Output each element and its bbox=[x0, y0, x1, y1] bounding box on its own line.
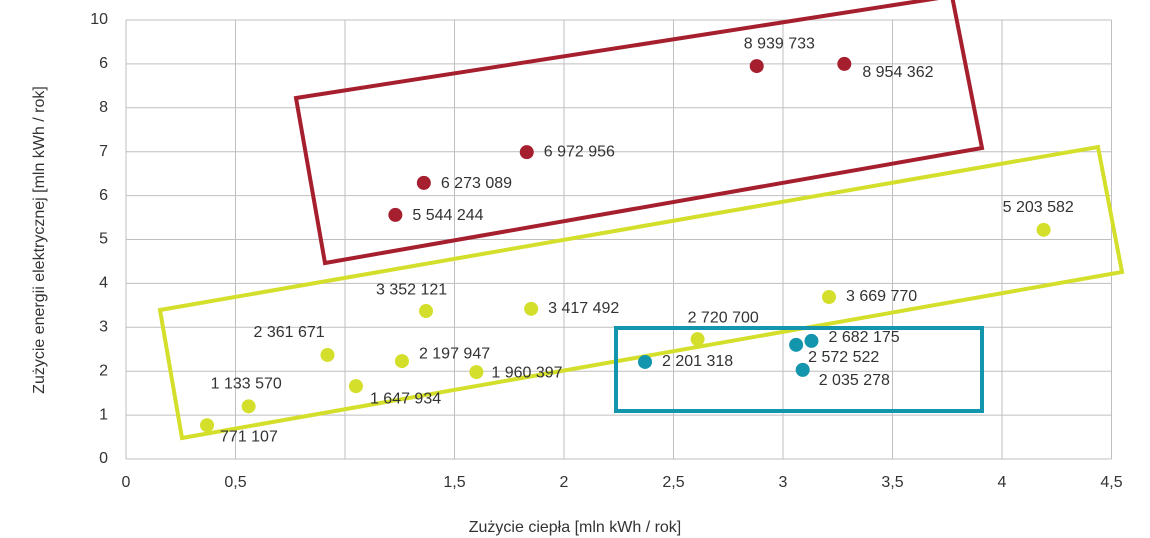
y-tick-label: 7 bbox=[99, 143, 108, 160]
point bbox=[200, 418, 215, 433]
y-tick-label: 10 bbox=[90, 11, 108, 28]
point-label: 2 361 671 bbox=[253, 324, 324, 341]
y-tick-label: 8 bbox=[99, 99, 108, 116]
point-label: 6 273 089 bbox=[441, 175, 512, 192]
point bbox=[524, 301, 539, 316]
point bbox=[795, 362, 810, 377]
point-label: 8 954 362 bbox=[862, 64, 933, 81]
y-tick-label: 4 bbox=[99, 275, 108, 292]
point-label: 2 201 318 bbox=[662, 353, 733, 370]
x-tick-label: 1,5 bbox=[443, 474, 465, 491]
y-tick-label: 2 bbox=[99, 362, 108, 379]
point bbox=[804, 333, 819, 348]
point bbox=[469, 365, 484, 380]
point-label: 8 939 733 bbox=[744, 35, 815, 52]
point bbox=[320, 347, 335, 362]
point-label: 1 960 397 bbox=[491, 364, 562, 381]
point-label: 5 544 244 bbox=[412, 207, 483, 224]
x-tick-label: 2 bbox=[560, 474, 569, 491]
point-label: 3 669 770 bbox=[846, 288, 917, 305]
x-tick-label: 4,5 bbox=[1100, 474, 1122, 491]
point bbox=[419, 304, 434, 319]
point bbox=[348, 379, 363, 394]
point-label: 3 352 121 bbox=[376, 281, 447, 298]
point-label: 2 682 175 bbox=[828, 329, 899, 346]
point bbox=[1036, 222, 1051, 237]
point bbox=[388, 207, 403, 222]
yellow-group-frame bbox=[157, 144, 1125, 441]
x-tick-label: 3 bbox=[779, 474, 788, 491]
point bbox=[690, 332, 705, 347]
x-axis-label: Zużycie ciepła [mln kWh / rok] bbox=[469, 519, 682, 536]
x-tick-label: 4 bbox=[998, 474, 1007, 491]
x-tick-label: 3,5 bbox=[881, 474, 903, 491]
point-label: 3 417 492 bbox=[548, 300, 619, 317]
point bbox=[837, 56, 852, 71]
point-label: 2 035 278 bbox=[819, 372, 890, 389]
point bbox=[749, 59, 764, 74]
y-tick-label: 0 bbox=[99, 450, 108, 467]
point bbox=[821, 290, 836, 305]
y-tick-label: 6 bbox=[99, 187, 108, 204]
point bbox=[241, 399, 256, 414]
point-label: 2 572 522 bbox=[808, 349, 879, 366]
y-tick-label: 3 bbox=[99, 319, 108, 336]
y-tick-label: 6 bbox=[99, 55, 108, 72]
point bbox=[638, 354, 653, 369]
x-tick-label: 0 bbox=[122, 474, 131, 491]
y-tick-label: 1 bbox=[99, 406, 108, 423]
point-label: 771 107 bbox=[220, 428, 278, 445]
x-tick-label: 0,5 bbox=[224, 474, 246, 491]
grid bbox=[125, 19, 1112, 460]
point-label: 2 197 947 bbox=[419, 345, 490, 362]
red-group-frame bbox=[293, 0, 985, 266]
point-label: 2 720 700 bbox=[688, 309, 759, 326]
x-tick-label: 2,5 bbox=[662, 474, 684, 491]
blue-group-frame bbox=[614, 326, 984, 413]
point bbox=[789, 337, 804, 352]
point bbox=[394, 354, 409, 369]
point-label: 1 133 570 bbox=[211, 376, 282, 393]
point-label: 6 972 956 bbox=[544, 143, 615, 160]
y-axis-label: Zużycie energii elektrycznej [mln kWh / … bbox=[31, 86, 48, 394]
point bbox=[519, 145, 534, 160]
point-label: 5 203 582 bbox=[1003, 199, 1074, 216]
y-tick-label: 5 bbox=[99, 231, 108, 248]
point-label: 1 647 934 bbox=[370, 390, 441, 407]
point bbox=[416, 175, 431, 190]
